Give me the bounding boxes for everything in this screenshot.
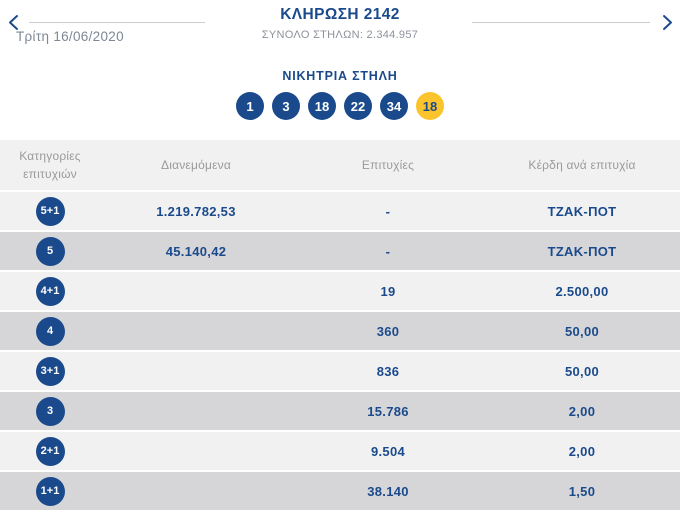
category-cell: 3+1: [0, 356, 100, 386]
draw-date: Τρίτη 16/06/2020: [16, 29, 124, 44]
next-draw-button[interactable]: [657, 13, 677, 35]
category-badge: 5: [35, 236, 65, 266]
prize-cell: ΤΖΑΚ-ΠΟΤ: [547, 203, 617, 219]
winning-numbers: 1 3 18 22 34 18: [0, 92, 680, 120]
category-cell: 1+1: [0, 476, 100, 506]
category-cell: 2+1: [0, 436, 100, 466]
category-badge: 3+1: [35, 356, 65, 386]
column-header: Κατηγορίες επιτυχιών: [19, 149, 81, 181]
winning-number-ball: 34: [380, 92, 408, 120]
results-table-body: 5+1 1.219.782,53 - ΤΖΑΚ-ΠΟΤ 5 45.140,42 - ΤΖΑΚ-…: [0, 190, 680, 510]
prize-cell: 2,00: [568, 403, 596, 419]
chevron-left-icon: [7, 14, 20, 34]
winners-cell: 19: [380, 283, 396, 299]
winners-cell: -: [385, 243, 391, 259]
category-badge: 4: [35, 316, 65, 346]
header-divider-right: [472, 22, 650, 23]
winners-cell: 38.140: [367, 483, 409, 499]
total-columns-label: ΣΥΝΟΛΟ ΣΤΗΛΩΝ: 2.344.957: [261, 29, 419, 41]
winners-cell: 360: [376, 323, 400, 339]
winning-number-ball: 3: [272, 92, 300, 120]
winning-column-heading: ΝΙΚΗΤΡΙΑ ΣΤΗΛΗ: [282, 69, 398, 83]
category-badge: 2+1: [35, 436, 65, 466]
category-badge: 5+1: [35, 196, 65, 226]
table-row: 2+1 9.504 2,00: [0, 430, 680, 470]
chevron-right-icon: [661, 14, 674, 34]
column-header: Κέρδη ανά επιτυχία: [528, 158, 636, 172]
draw-title-block: ΚΛΗΡΩΣΗ 2142 ΣΥΝΟΛΟ ΣΤΗΛΩΝ: 2.344.957: [190, 6, 490, 41]
winners-cell: 836: [376, 363, 400, 379]
prize-cell: 50,00: [564, 323, 600, 339]
table-row: 4+1 19 2.500,00: [0, 270, 680, 310]
table-row: 3 15.786 2,00: [0, 390, 680, 430]
draw-header: Τρίτη 16/06/2020 ΚΛΗΡΩΣΗ 2142 ΣΥΝΟΛΟ ΣΤΗ…: [0, 0, 680, 60]
column-header: Διανεμόμενα: [161, 158, 231, 172]
table-header-row: Κατηγορίες επιτυχιών Διανεμόμενα Επιτυχίες…: [0, 140, 680, 190]
category-badge: 3: [35, 396, 65, 426]
distributed-cell: 45.140,42: [165, 243, 227, 259]
winning-number-ball: 18: [308, 92, 336, 120]
bonus-number-ball: 18: [416, 92, 444, 120]
winning-column-section: ΝΙΚΗΤΡΙΑ ΣΤΗΛΗ 1 3 18 22 34 18: [0, 60, 680, 140]
winners-cell: -: [385, 203, 391, 219]
distributed-cell: 1.219.782,53: [156, 203, 236, 219]
winning-number-ball: 22: [344, 92, 372, 120]
category-badge: 1+1: [35, 476, 65, 506]
table-row: 5+1 1.219.782,53 - ΤΖΑΚ-ΠΟΤ: [0, 190, 680, 230]
header-divider-left: [29, 22, 205, 23]
table-row: 3+1 836 50,00: [0, 350, 680, 390]
prize-cell: 50,00: [564, 363, 600, 379]
prize-cell: 2.500,00: [555, 283, 609, 299]
winners-cell: 15.786: [367, 403, 409, 419]
prize-cell: 2,00: [568, 443, 596, 459]
table-row: 5 45.140,42 - ΤΖΑΚ-ΠΟΤ: [0, 230, 680, 270]
prize-cell: 1,50: [568, 483, 596, 499]
draw-title: ΚΛΗΡΩΣΗ 2142: [280, 6, 400, 23]
category-cell: 5+1: [0, 196, 100, 226]
category-cell: 5: [0, 236, 100, 266]
winners-cell: 9.504: [370, 443, 406, 459]
winning-number-ball: 1: [236, 92, 264, 120]
table-row: 1+1 38.140 1,50: [0, 470, 680, 510]
table-row: 4 360 50,00: [0, 310, 680, 350]
category-cell: 3: [0, 396, 100, 426]
prev-draw-button[interactable]: [3, 13, 23, 35]
column-header: Επιτυχίες: [361, 158, 415, 172]
category-cell: 4: [0, 316, 100, 346]
category-badge: 4+1: [35, 276, 65, 306]
prize-cell: ΤΖΑΚ-ΠΟΤ: [547, 243, 617, 259]
category-cell: 4+1: [0, 276, 100, 306]
results-table: Κατηγορίες επιτυχιών Διανεμόμενα Επιτυχίες…: [0, 140, 680, 510]
